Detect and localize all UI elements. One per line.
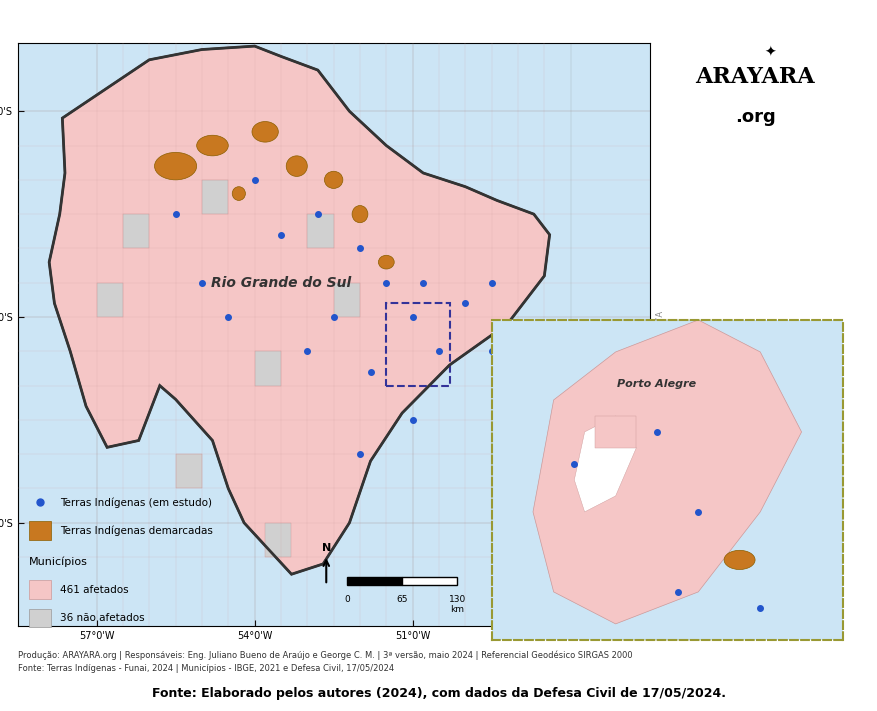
Ellipse shape (252, 122, 278, 142)
Polygon shape (307, 214, 333, 248)
Ellipse shape (286, 156, 307, 176)
Text: Terras Indígenas (em estudo): Terras Indígenas (em estudo) (60, 497, 211, 508)
Bar (29, 609, 51, 627)
Ellipse shape (724, 550, 754, 570)
Text: Municípios: Municípios (29, 557, 88, 567)
Polygon shape (202, 180, 228, 214)
Bar (386, 304, 449, 385)
Polygon shape (595, 416, 636, 448)
Bar (402, 577, 457, 585)
Text: Terras Indígenas demarcadas: Terras Indígenas demarcadas (60, 525, 212, 535)
Text: 65: 65 (396, 595, 408, 604)
Polygon shape (265, 523, 291, 557)
Text: 130: 130 (448, 595, 466, 604)
Polygon shape (49, 46, 549, 574)
Ellipse shape (232, 187, 246, 201)
Text: Rio Grande do Sul: Rio Grande do Sul (210, 276, 351, 289)
Text: ✦: ✦ (764, 46, 775, 60)
Text: km: km (450, 605, 464, 614)
Polygon shape (254, 351, 281, 385)
Polygon shape (175, 454, 202, 488)
Text: N: N (321, 543, 331, 553)
Text: Porto Alegre: Porto Alegre (617, 379, 695, 389)
Text: ARAYARA: ARAYARA (695, 67, 814, 88)
Text: ARA70°27A: ARA70°27A (655, 310, 664, 358)
Text: 461 afetados: 461 afetados (60, 585, 128, 595)
Ellipse shape (154, 152, 196, 180)
Text: 0: 0 (344, 595, 349, 604)
Text: Produção: ARAYARA.org | Responsáveis: Eng. Juliano Bueno de Araújo e George C. M: Produção: ARAYARA.org | Responsáveis: En… (18, 651, 631, 673)
Text: Fonte: Elaborado pelos autores (2024), com dados da Defesa Civil de 17/05/2024.: Fonte: Elaborado pelos autores (2024), c… (152, 688, 725, 700)
Polygon shape (574, 416, 636, 512)
Ellipse shape (196, 135, 228, 156)
Bar (29, 521, 51, 540)
Ellipse shape (378, 255, 394, 269)
Bar (29, 580, 51, 599)
Text: 36 não afetados: 36 não afetados (60, 613, 144, 623)
Polygon shape (123, 214, 149, 248)
Ellipse shape (324, 171, 342, 188)
Bar (346, 577, 402, 585)
Ellipse shape (352, 205, 367, 223)
Polygon shape (96, 283, 123, 317)
Polygon shape (532, 320, 801, 624)
Text: .org: .org (734, 108, 774, 127)
Polygon shape (333, 283, 360, 317)
